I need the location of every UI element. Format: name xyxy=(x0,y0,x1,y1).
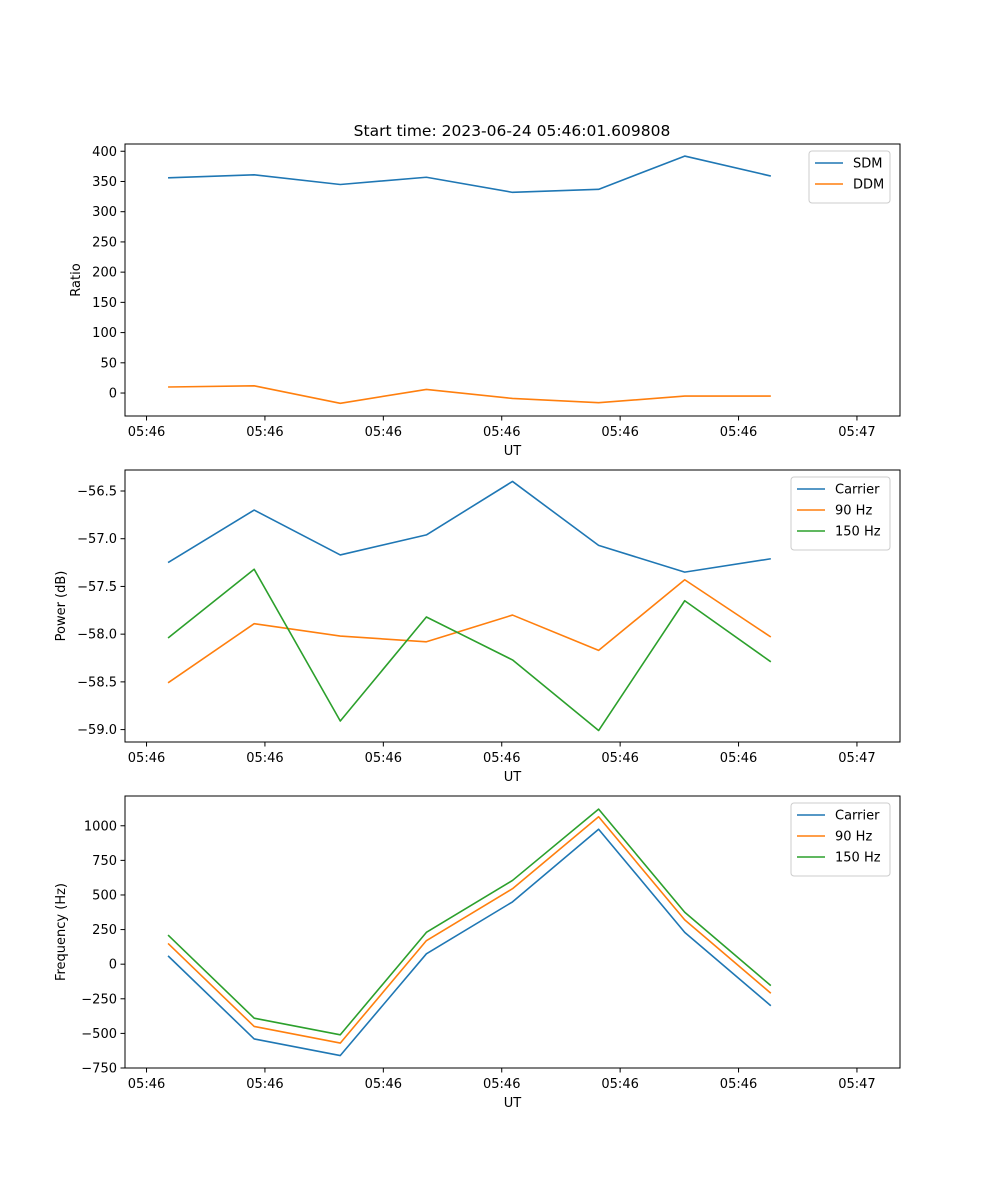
axes-frame xyxy=(124,469,901,743)
series-line-150-hz xyxy=(167,568,772,732)
x-tick-label: 05:46 xyxy=(246,751,283,766)
legend-entry: SDM xyxy=(853,157,882,172)
series-line-150-hz xyxy=(167,808,772,1036)
x-tick-label: 05:47 xyxy=(838,751,875,766)
x-axis-label: UT xyxy=(504,1096,522,1111)
y-tick-label: 250 xyxy=(92,235,117,250)
y-tick-label: −57.5 xyxy=(77,580,117,595)
y-tick-label: 350 xyxy=(92,175,117,190)
series-line-carrier xyxy=(167,480,771,573)
series-line-carrier xyxy=(167,828,772,1057)
legend-entry: 150 Hz xyxy=(835,851,881,866)
legend-entry: 90 Hz xyxy=(835,504,872,519)
x-axis-label: UT xyxy=(504,444,522,459)
x-tick-label: 05:46 xyxy=(365,425,402,440)
x-tick-label: 05:46 xyxy=(601,425,638,440)
y-tick-label: −250 xyxy=(81,992,117,1007)
x-tick-label: 05:47 xyxy=(838,425,875,440)
y-tick-label: −56.5 xyxy=(77,484,117,499)
x-tick-label: 05:46 xyxy=(601,1077,638,1092)
y-tick-label: 1000 xyxy=(84,819,117,834)
y-tick-label: 50 xyxy=(100,356,117,371)
y-tick-label: 150 xyxy=(92,296,117,311)
x-tick-label: 05:46 xyxy=(483,751,520,766)
legend-box xyxy=(808,150,891,204)
y-tick-label: 0 xyxy=(109,958,117,973)
x-tick-label: 05:46 xyxy=(601,751,638,766)
series-line-90-hz xyxy=(167,578,772,684)
legend-entry: 90 Hz xyxy=(835,830,872,845)
legend-entry: Carrier xyxy=(835,483,880,498)
y-tick-label: −58.5 xyxy=(77,675,117,690)
series-line-sdm xyxy=(168,155,772,194)
x-tick-label: 05:46 xyxy=(720,1077,757,1092)
y-tick-label: −59.0 xyxy=(77,723,117,738)
x-tick-label: 05:47 xyxy=(838,1077,875,1092)
x-tick-label: 05:46 xyxy=(365,751,402,766)
axes-frame xyxy=(124,795,901,1069)
y-tick-label: 750 xyxy=(92,854,117,869)
x-tick-label: 05:46 xyxy=(483,1077,520,1092)
x-tick-label: 05:46 xyxy=(246,425,283,440)
y-tick-label: 400 xyxy=(92,145,117,160)
legend-entry: 150 Hz xyxy=(835,525,881,540)
y-tick-label: 200 xyxy=(92,266,117,281)
series-line-90-hz xyxy=(167,815,772,1044)
axes-frame xyxy=(124,143,901,417)
x-tick-label: 05:46 xyxy=(720,425,757,440)
y-tick-label: 300 xyxy=(92,205,117,220)
y-axis-label: Ratio xyxy=(69,263,84,296)
x-tick-label: 05:46 xyxy=(128,425,165,440)
y-axis-label: Power (dB) xyxy=(54,571,69,642)
y-tick-label: −750 xyxy=(81,1062,117,1077)
y-tick-label: 100 xyxy=(92,326,117,341)
y-tick-label: 0 xyxy=(109,387,117,402)
y-tick-label: −500 xyxy=(81,1027,117,1042)
chart-title: Start time: 2023-06-24 05:46:01.609808 xyxy=(354,122,671,140)
x-tick-label: 05:46 xyxy=(246,1077,283,1092)
plot-3: 05:46 05:46 05:46 05:46 05:46 05:46 05:47 −750 −… xyxy=(54,795,901,1111)
x-tick-label: 05:46 xyxy=(720,751,757,766)
y-tick-label: 500 xyxy=(92,888,117,903)
legend-entry: DDM xyxy=(853,178,884,193)
y-tick-label: 250 xyxy=(92,923,117,938)
legend-entry: Carrier xyxy=(835,809,880,824)
x-tick-label: 05:46 xyxy=(483,425,520,440)
x-tick-label: 05:46 xyxy=(128,751,165,766)
x-tick-label: 05:46 xyxy=(365,1077,402,1092)
plot-2: 05:46 05:46 05:46 05:46 05:46 05:46 05:47 −59.0… xyxy=(54,469,901,785)
x-axis-label: UT xyxy=(504,770,522,785)
plot-1: 05:46 05:46 05:46 05:46 05:46 05:46 05:47 0 50 10… xyxy=(69,143,901,459)
y-tick-label: −57.0 xyxy=(77,532,117,547)
y-tick-label: −58.0 xyxy=(77,628,117,643)
series-line-ddm xyxy=(168,384,771,405)
x-tick-label: 05:46 xyxy=(128,1077,165,1092)
y-axis-label: Frequency (Hz) xyxy=(54,883,69,981)
